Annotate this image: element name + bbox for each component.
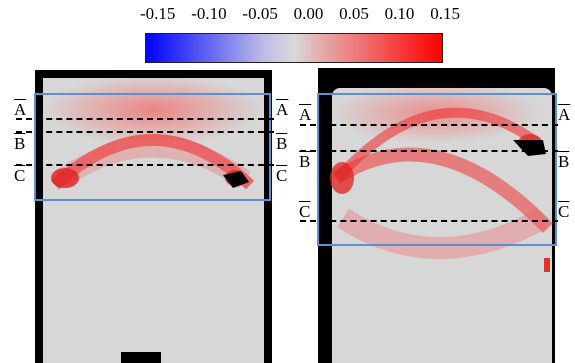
strain-hotspot-left [330, 162, 354, 194]
strain-hotspot-top [43, 75, 263, 145]
strain-hotspot-left [51, 168, 79, 188]
bottom-notch [121, 352, 161, 363]
right-label-a-left: A [299, 105, 312, 124]
right-label-a-right: A [558, 105, 571, 124]
colorbar-tick: -0.10 [191, 4, 227, 23]
colorbar-tick: 0.05 [339, 4, 369, 23]
right-strain-overlay [330, 83, 554, 272]
right-line-c [300, 220, 558, 222]
colorbar-tick: 0.10 [384, 4, 415, 23]
left-label-c-left: C [14, 166, 26, 185]
left-roi-box [34, 93, 271, 201]
left-label-a-left: A [14, 100, 27, 119]
right-label-c-right: C [558, 202, 570, 221]
strain-arc-upper [334, 107, 541, 182]
left-label-a-right: A [276, 100, 289, 119]
right-line-a [300, 124, 558, 126]
right-label-c-left: C [299, 202, 311, 221]
right-strain-map [318, 68, 555, 363]
edge-hotspot [544, 258, 550, 272]
crack-defect [223, 171, 249, 188]
left-label-c-right: C [276, 166, 288, 185]
colorbar-tick: -0.15 [140, 4, 176, 23]
colorbar-ticks: -0.15 -0.10 -0.05 0.00 0.05 0.10 0.15 [140, 4, 460, 28]
colorbar-tick: 0.00 [293, 4, 324, 23]
left-line-b [16, 131, 274, 133]
left-label-b-right: B [276, 134, 288, 153]
colorbar-tick: -0.05 [242, 4, 278, 23]
colorbar [145, 33, 443, 63]
colorbar-tick: 0.15 [430, 4, 460, 23]
left-label-b-left: B [14, 134, 26, 153]
right-label-b-right: B [558, 152, 570, 171]
left-line-a [16, 118, 274, 120]
crack-defect [513, 140, 546, 156]
strain-arc-glow [54, 137, 251, 189]
strain-arc-lower [337, 208, 549, 259]
strain-arc-middle [332, 147, 554, 233]
right-roi-box [317, 93, 557, 246]
right-label-b-left: B [299, 152, 311, 171]
left-line-c [16, 164, 274, 166]
right-line-b [300, 150, 558, 152]
